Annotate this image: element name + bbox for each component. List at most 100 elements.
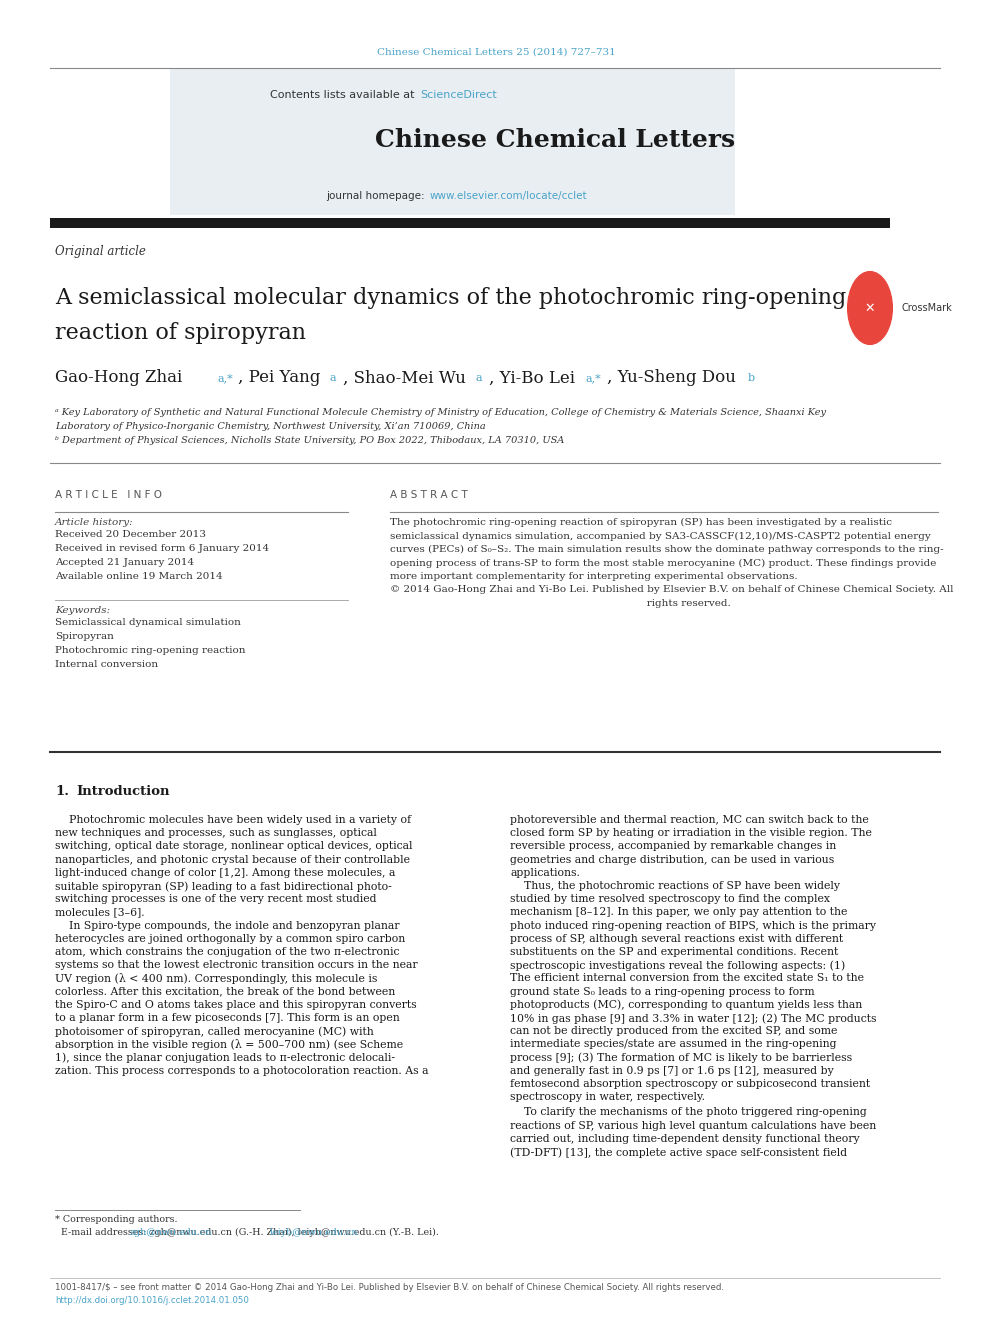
Text: The photochromic ring-opening reaction of spiropyran (SP) has been investigated : The photochromic ring-opening reaction o…: [390, 519, 892, 527]
Text: a,*: a,*: [585, 373, 601, 382]
Text: reversible process, accompanied by remarkable changes in: reversible process, accompanied by remar…: [510, 841, 836, 852]
Text: a,*: a,*: [218, 373, 234, 382]
Text: (TD-DFT) [13], the complete active space self-consistent field: (TD-DFT) [13], the complete active space…: [510, 1147, 847, 1158]
Text: to a planar form in a few picoseconds [7]. This form is an open: to a planar form in a few picoseconds [7…: [55, 1013, 400, 1023]
Text: 1001-8417/$ – see front matter © 2014 Gao-Hong Zhai and Yi-Bo Lei. Published by : 1001-8417/$ – see front matter © 2014 Ga…: [55, 1283, 724, 1293]
Text: Photochromic molecules have been widely used in a variety of: Photochromic molecules have been widely …: [55, 815, 411, 826]
Text: more important complementarity for interpreting experimental observations.: more important complementarity for inter…: [390, 572, 798, 581]
Text: reactions of SP, various high level quantum calculations have been: reactions of SP, various high level quan…: [510, 1121, 876, 1131]
Text: www.elsevier.com/locate/cclet: www.elsevier.com/locate/cclet: [430, 191, 587, 201]
Text: the Spiro-C and O atoms takes place and this spiropyran converts: the Spiro-C and O atoms takes place and …: [55, 1000, 417, 1009]
Text: CrossMark: CrossMark: [902, 303, 952, 314]
Text: photoisomer of spiropyran, called merocyanine (MC) with: photoisomer of spiropyran, called merocy…: [55, 1027, 374, 1037]
Text: studied by time resolved spectroscopy to find the complex: studied by time resolved spectroscopy to…: [510, 894, 830, 904]
Bar: [50, 218, 890, 228]
Text: photoreversible and thermal reaction, MC can switch back to the: photoreversible and thermal reaction, MC…: [510, 815, 869, 826]
Text: absorption in the visible region (λ = 500–700 nm) (see Scheme: absorption in the visible region (λ = 50…: [55, 1040, 403, 1050]
Text: , Yi-Bo Lei: , Yi-Bo Lei: [489, 369, 575, 386]
Text: closed form SP by heating or irradiation in the visible region. The: closed form SP by heating or irradiation…: [510, 828, 872, 839]
Text: reaction of spiropyran: reaction of spiropyran: [55, 321, 306, 344]
Text: Internal conversion: Internal conversion: [55, 660, 158, 669]
Text: E-mail addresses: zgh@nwu.edu.cn (G.-H. Zhai), leiyb@nwu.edu.cn (Y.-B. Lei).: E-mail addresses: zgh@nwu.edu.cn (G.-H. …: [55, 1228, 438, 1237]
Text: switching processes is one of the very recent most studied: switching processes is one of the very r…: [55, 894, 377, 904]
Text: , Yu-Sheng Dou: , Yu-Sheng Dou: [607, 369, 736, 386]
Text: Original article: Original article: [55, 246, 146, 258]
Text: 10% in gas phase [9] and 3.3% in water [12]; (2) The MC products: 10% in gas phase [9] and 3.3% in water […: [510, 1013, 877, 1024]
Text: Photochromic ring-opening reaction: Photochromic ring-opening reaction: [55, 646, 245, 655]
Text: a: a: [330, 373, 336, 382]
Text: * Corresponding authors.: * Corresponding authors.: [55, 1215, 178, 1224]
Text: Accepted 21 January 2014: Accepted 21 January 2014: [55, 558, 194, 568]
Text: ᵇ Department of Physical Sciences, Nicholls State University, PO Box 2022, Thibo: ᵇ Department of Physical Sciences, Nicho…: [55, 437, 564, 445]
Text: Thus, the photochromic reactions of SP have been widely: Thus, the photochromic reactions of SP h…: [510, 881, 840, 890]
Text: A semiclassical molecular dynamics of the photochromic ring-opening: A semiclassical molecular dynamics of th…: [55, 287, 846, 310]
Text: Article history:: Article history:: [55, 519, 134, 527]
Text: Available online 19 March 2014: Available online 19 March 2014: [55, 572, 222, 581]
Text: ᵃ Key Laboratory of Synthetic and Natural Functional Molecule Chemistry of Minis: ᵃ Key Laboratory of Synthetic and Natura…: [55, 407, 826, 417]
Bar: [170, 67, 735, 216]
Text: atom, which constrains the conjugation of the two π-electronic: atom, which constrains the conjugation o…: [55, 947, 400, 957]
Text: Laboratory of Physico-Inorganic Chemistry, Northwest University, Xi’an 710069, C: Laboratory of Physico-Inorganic Chemistr…: [55, 422, 486, 431]
Text: ✕: ✕: [865, 302, 875, 315]
Text: mechanism [8–12]. In this paper, we only pay attention to the: mechanism [8–12]. In this paper, we only…: [510, 908, 847, 917]
Text: and generally fast in 0.9 ps [7] or 1.6 ps [12], measured by: and generally fast in 0.9 ps [7] or 1.6 …: [510, 1066, 833, 1076]
Ellipse shape: [848, 271, 893, 344]
Text: curves (PECs) of S₀–S₂. The main simulation results show the dominate pathway co: curves (PECs) of S₀–S₂. The main simulat…: [390, 545, 943, 554]
Text: b: b: [748, 373, 755, 382]
Text: spectroscopic investigations reveal the following aspects: (1): spectroscopic investigations reveal the …: [510, 960, 845, 971]
Text: process [9]; (3) The formation of MC is likely to be barrierless: process [9]; (3) The formation of MC is …: [510, 1053, 852, 1064]
Text: semiclassical dynamics simulation, accompanied by SA3-CASSCF(12,10)/MS-CASPT2 po: semiclassical dynamics simulation, accom…: [390, 532, 930, 541]
Text: Received in revised form 6 January 2014: Received in revised form 6 January 2014: [55, 544, 269, 553]
Text: ScienceDirect: ScienceDirect: [420, 90, 497, 101]
Text: colorless. After this excitation, the break of the bond between: colorless. After this excitation, the br…: [55, 987, 395, 996]
Text: The efficient internal conversion from the excited state S₁ to the: The efficient internal conversion from t…: [510, 974, 864, 983]
Text: carried out, including time-dependent density functional theory: carried out, including time-dependent de…: [510, 1134, 860, 1144]
Text: UV region (λ < 400 nm). Correspondingly, this molecule is: UV region (λ < 400 nm). Correspondingly,…: [55, 974, 377, 984]
Text: opening process of trans-SP to form the most stable merocyanine (MC) product. Th: opening process of trans-SP to form the …: [390, 558, 936, 568]
Text: geometries and charge distribution, can be used in various: geometries and charge distribution, can …: [510, 855, 834, 865]
Text: intermediate species/state are assumed in the ring-opening: intermediate species/state are assumed i…: [510, 1040, 836, 1049]
Text: leiyb@nwu.edu.cn: leiyb@nwu.edu.cn: [270, 1228, 358, 1237]
Text: photoproducts (MC), corresponding to quantum yields less than: photoproducts (MC), corresponding to qua…: [510, 1000, 862, 1011]
Text: A R T I C L E   I N F O: A R T I C L E I N F O: [55, 490, 162, 500]
Text: applications.: applications.: [510, 868, 580, 877]
Text: spectroscopy in water, respectively.: spectroscopy in water, respectively.: [510, 1093, 705, 1102]
Text: ground state S₀ leads to a ring-opening process to form: ground state S₀ leads to a ring-opening …: [510, 987, 814, 996]
Text: nanoparticles, and photonic crystal because of their controllable: nanoparticles, and photonic crystal beca…: [55, 855, 410, 865]
Text: photo induced ring-opening reaction of BIPS, which is the primary: photo induced ring-opening reaction of B…: [510, 921, 876, 930]
Text: Chinese Chemical Letters 25 (2014) 727–731: Chinese Chemical Letters 25 (2014) 727–7…: [377, 48, 615, 57]
Text: Received 20 December 2013: Received 20 December 2013: [55, 531, 206, 538]
Text: heterocycles are joined orthogonally by a common spiro carbon: heterocycles are joined orthogonally by …: [55, 934, 406, 943]
Text: suitable spiropyran (SP) leading to a fast bidirectional photo-: suitable spiropyran (SP) leading to a fa…: [55, 881, 392, 892]
Text: Introduction: Introduction: [76, 785, 170, 798]
Text: A B S T R A C T: A B S T R A C T: [390, 490, 468, 500]
Text: light-induced change of color [1,2]. Among these molecules, a: light-induced change of color [1,2]. Amo…: [55, 868, 396, 877]
Text: Gao-Hong Zhai: Gao-Hong Zhai: [55, 369, 183, 386]
Text: Keywords:: Keywords:: [55, 606, 110, 615]
Text: new techniques and processes, such as sunglasses, optical: new techniques and processes, such as su…: [55, 828, 377, 839]
Text: , Pei Yang: , Pei Yang: [238, 369, 320, 386]
Text: 1.: 1.: [55, 785, 69, 798]
Text: Semiclassical dynamical simulation: Semiclassical dynamical simulation: [55, 618, 241, 627]
Text: © 2014 Gao-Hong Zhai and Yi-Bo Lei. Published by Elsevier B.V. on behalf of Chin: © 2014 Gao-Hong Zhai and Yi-Bo Lei. Publ…: [390, 586, 953, 594]
Text: process of SP, although several reactions exist with different: process of SP, although several reaction…: [510, 934, 843, 943]
Text: substituents on the SP and experimental conditions. Recent: substituents on the SP and experimental …: [510, 947, 838, 957]
Text: rights reserved.: rights reserved.: [390, 599, 731, 609]
Text: femtosecond absorption spectroscopy or subpicosecond transient: femtosecond absorption spectroscopy or s…: [510, 1080, 870, 1089]
Text: To clarify the mechanisms of the photo triggered ring-opening: To clarify the mechanisms of the photo t…: [510, 1107, 867, 1118]
Text: Contents lists available at: Contents lists available at: [270, 90, 418, 101]
Text: can not be directly produced from the excited SP, and some: can not be directly produced from the ex…: [510, 1027, 837, 1036]
Text: Spiropyran: Spiropyran: [55, 632, 114, 642]
Text: In Spiro-type compounds, the indole and benzopyran planar: In Spiro-type compounds, the indole and …: [55, 921, 400, 930]
Text: journal homepage:: journal homepage:: [326, 191, 428, 201]
Text: http://dx.doi.org/10.1016/j.cclet.2014.01.050: http://dx.doi.org/10.1016/j.cclet.2014.0…: [55, 1297, 249, 1304]
Text: 1), since the planar conjugation leads to π-electronic delocali-: 1), since the planar conjugation leads t…: [55, 1053, 395, 1064]
Text: switching, optical date storage, nonlinear optical devices, optical: switching, optical date storage, nonline…: [55, 841, 413, 852]
Text: a: a: [476, 373, 483, 382]
Text: Chinese Chemical Letters: Chinese Chemical Letters: [375, 128, 735, 152]
Text: , Shao-Mei Wu: , Shao-Mei Wu: [343, 369, 466, 386]
Text: zation. This process corresponds to a photocoloration reaction. As a: zation. This process corresponds to a ph…: [55, 1066, 429, 1076]
Text: molecules [3–6].: molecules [3–6].: [55, 908, 145, 917]
Text: zgh@nwu.edu.cn: zgh@nwu.edu.cn: [130, 1228, 212, 1237]
Text: systems so that the lowest electronic transition occurs in the near: systems so that the lowest electronic tr…: [55, 960, 418, 970]
